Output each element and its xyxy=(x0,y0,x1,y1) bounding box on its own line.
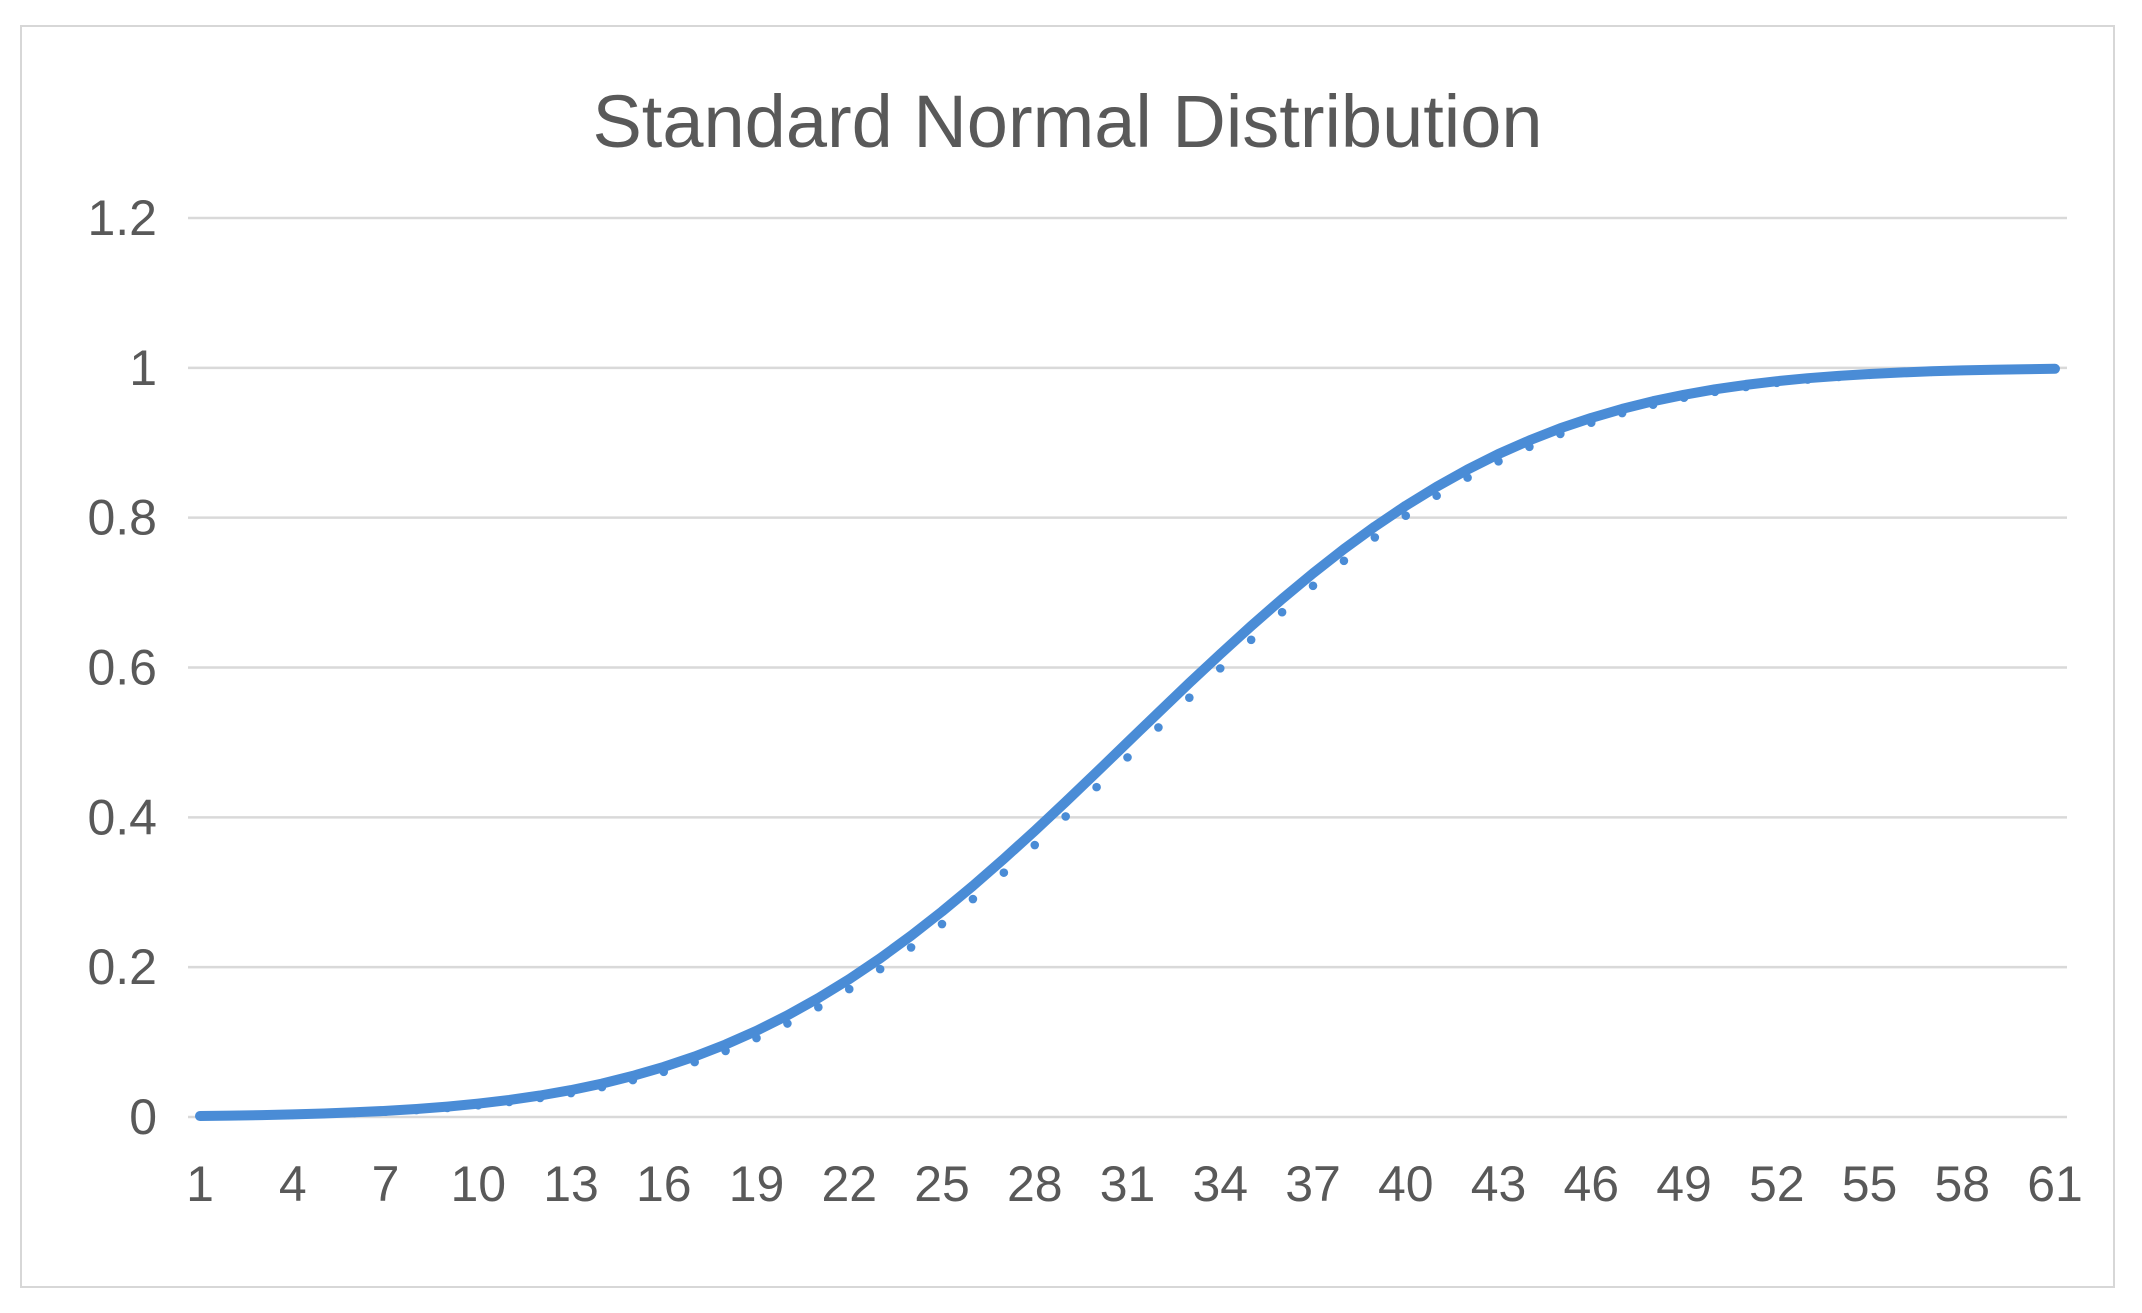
x-tick-label: 34 xyxy=(1192,1156,1248,1212)
x-tick-label: 4 xyxy=(279,1156,307,1212)
series-marker-dot xyxy=(968,894,978,904)
x-tick-label: 58 xyxy=(1934,1156,1990,1212)
series-line-group xyxy=(195,363,2060,1121)
chart-frame: Standard Normal Distribution xyxy=(20,25,2115,1288)
y-tick-label: 1 xyxy=(129,340,157,396)
series-marker-dot xyxy=(814,1002,823,1012)
x-tick-label: 31 xyxy=(1100,1156,1156,1212)
x-tick-label: 61 xyxy=(2027,1156,2083,1212)
x-axis-labels-group: 1 4 7 10 13 16 19 22 25 28 31 34 37 40 43 46 49 52 55 58 61 xyxy=(186,1156,2083,1212)
y-tick-label: 0.8 xyxy=(87,490,157,546)
series-marker-dot xyxy=(1092,782,1101,792)
series-marker-dot xyxy=(1339,556,1349,566)
series-marker-dot xyxy=(937,919,947,929)
y-tick-label: 0 xyxy=(129,1089,157,1145)
series-marker-dot xyxy=(1401,511,1411,520)
x-tick-label: 10 xyxy=(450,1156,506,1212)
y-axis-labels-group: 0 0.2 0.4 0.6 0.8 1 1.2 xyxy=(87,190,157,1145)
gridlines-group xyxy=(188,216,2067,1119)
y-tick-label: 0.4 xyxy=(87,789,157,845)
series-marker-dot xyxy=(1246,635,1256,645)
x-tick-label: 7 xyxy=(372,1156,400,1212)
x-tick-label: 28 xyxy=(1007,1156,1063,1212)
x-tick-label: 46 xyxy=(1563,1156,1619,1212)
series-marker-dot xyxy=(1154,723,1163,732)
series-marker-dot xyxy=(999,868,1009,877)
series-marker-dot xyxy=(1185,693,1194,702)
x-tick-label: 43 xyxy=(1471,1156,1527,1212)
x-tick-label: 25 xyxy=(914,1156,970,1212)
series-marker-dot xyxy=(875,964,885,974)
x-tick-label: 13 xyxy=(543,1156,599,1212)
x-tick-label: 19 xyxy=(729,1156,785,1212)
x-tick-label: 16 xyxy=(636,1156,692,1212)
y-tick-label: 0.2 xyxy=(87,939,157,995)
series-marker-dot xyxy=(1123,753,1132,762)
y-tick-label: 1.2 xyxy=(87,190,157,246)
x-tick-label: 55 xyxy=(1842,1156,1898,1212)
y-tick-label: 0.6 xyxy=(87,640,157,696)
series-marker-dot xyxy=(1215,664,1225,673)
series-marker-dot xyxy=(1061,812,1070,821)
x-tick-label: 1 xyxy=(186,1156,214,1212)
x-tick-label: 22 xyxy=(821,1156,877,1212)
series-line xyxy=(195,363,2060,1121)
series-marker-dot xyxy=(844,984,854,994)
x-tick-label: 40 xyxy=(1378,1156,1434,1212)
series-marker-dot xyxy=(1370,533,1380,542)
series-marker-dot xyxy=(1277,607,1287,617)
series-marker-dot xyxy=(906,943,916,952)
chart-title: Standard Normal Distribution xyxy=(592,80,1543,163)
series-marker-dot xyxy=(1308,581,1318,591)
x-tick-label: 52 xyxy=(1749,1156,1805,1212)
series-marker-dot xyxy=(1030,840,1040,850)
x-tick-label: 49 xyxy=(1656,1156,1712,1212)
x-tick-label: 37 xyxy=(1285,1156,1341,1212)
